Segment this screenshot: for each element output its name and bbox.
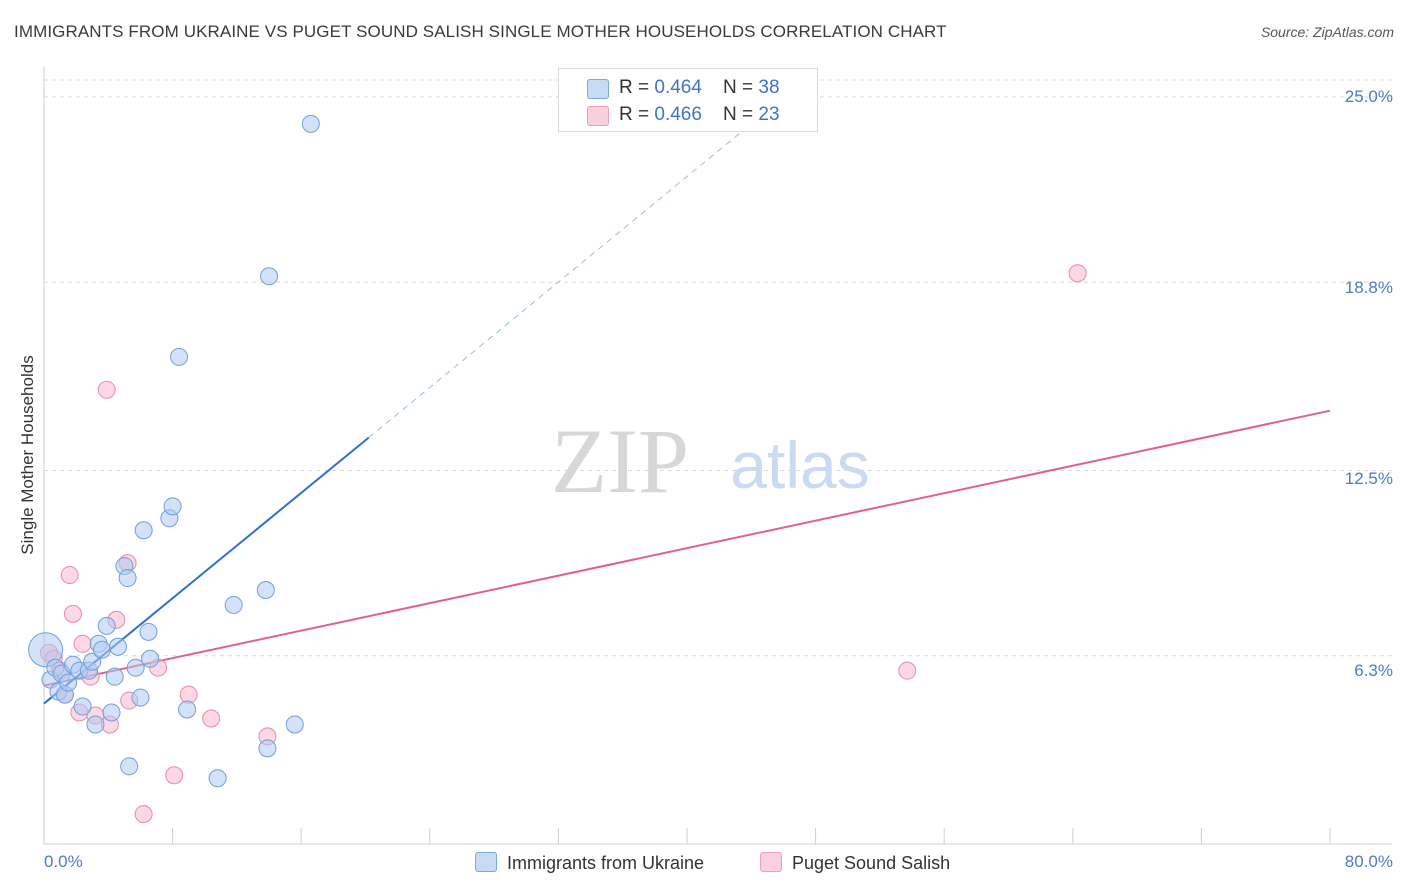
ukraine-point bbox=[105, 667, 124, 686]
ukraine-point bbox=[126, 658, 145, 677]
ukraine-point bbox=[83, 652, 102, 671]
ukraine-point bbox=[170, 347, 189, 366]
bottom-legend-ukraine: Immigrants from Ukraine bbox=[475, 852, 704, 874]
ukraine-point bbox=[28, 632, 64, 668]
ukraine-point bbox=[301, 114, 320, 133]
ukraine-point bbox=[86, 715, 105, 734]
y-tick-label: 25.0% bbox=[1344, 87, 1393, 106]
ukraine-point bbox=[102, 703, 121, 722]
ukraine-point bbox=[224, 595, 243, 614]
salish-point bbox=[60, 566, 79, 585]
ukraine-point bbox=[73, 697, 92, 716]
ukraine-point bbox=[108, 637, 127, 656]
ukraine-point bbox=[256, 580, 275, 599]
bottom-legend-salish: Puget Sound Salish bbox=[760, 852, 950, 874]
x-tick-label: 0.0% bbox=[44, 852, 83, 871]
salish-point bbox=[73, 634, 92, 653]
ukraine-point bbox=[131, 688, 150, 707]
ukraine-trend-extension bbox=[368, 123, 752, 438]
ukraine-point bbox=[208, 769, 227, 788]
x-tick-label: 80.0% bbox=[1344, 852, 1393, 871]
ukraine-point bbox=[118, 569, 137, 588]
ukraine-point bbox=[258, 739, 277, 758]
salish-point bbox=[1068, 264, 1087, 283]
legend-swatch-salish bbox=[587, 106, 609, 126]
legend-stats-ukraine: R = 0.464 N = 38 bbox=[619, 77, 780, 98]
salish-point bbox=[63, 604, 82, 623]
watermark-atlas: atlas bbox=[730, 428, 869, 502]
ukraine-point bbox=[59, 673, 78, 692]
data-points bbox=[28, 114, 1087, 824]
salish-point bbox=[97, 380, 116, 399]
ukraine-point bbox=[163, 497, 182, 516]
y-tick-label: 12.5% bbox=[1344, 469, 1393, 488]
ukraine-point bbox=[120, 757, 139, 776]
chart-title: IMMIGRANTS FROM UKRAINE VS PUGET SOUND S… bbox=[14, 22, 947, 41]
ukraine-point bbox=[139, 622, 158, 641]
salish-point bbox=[134, 805, 153, 824]
salish-point bbox=[898, 661, 917, 680]
y-tick-label: 18.8% bbox=[1344, 278, 1393, 297]
y-tick-label: 6.3% bbox=[1354, 661, 1393, 680]
source-label: Source: ZipAtlas.com bbox=[1260, 24, 1394, 40]
salish-point bbox=[165, 766, 184, 785]
salish-trend-line bbox=[43, 409, 1331, 687]
ukraine-point bbox=[141, 649, 160, 668]
ukraine-point bbox=[92, 640, 111, 659]
salish-point bbox=[202, 709, 221, 728]
ukraine-point bbox=[134, 521, 153, 540]
legend-stats-salish: R = 0.466 N = 23 bbox=[619, 104, 780, 125]
ukraine-point bbox=[178, 700, 197, 719]
ukraine-point bbox=[97, 616, 116, 635]
watermark: ZIP atlas bbox=[551, 410, 870, 512]
correlation-legend: R = 0.464 N = 38 R = 0.466 N = 23 bbox=[558, 68, 818, 132]
legend-swatch-ukraine bbox=[587, 79, 609, 99]
watermark-zip: ZIP bbox=[551, 410, 689, 512]
ukraine-point bbox=[285, 715, 304, 734]
salish-point bbox=[179, 685, 198, 704]
axes bbox=[43, 66, 1392, 845]
gridlines bbox=[44, 79, 1392, 657]
y-axis-label: Single Mother Households bbox=[18, 355, 37, 555]
bottom-legend-swatch-salish bbox=[760, 852, 782, 872]
bottom-legend-swatch-ukraine bbox=[475, 852, 497, 872]
ukraine-point bbox=[260, 267, 279, 286]
